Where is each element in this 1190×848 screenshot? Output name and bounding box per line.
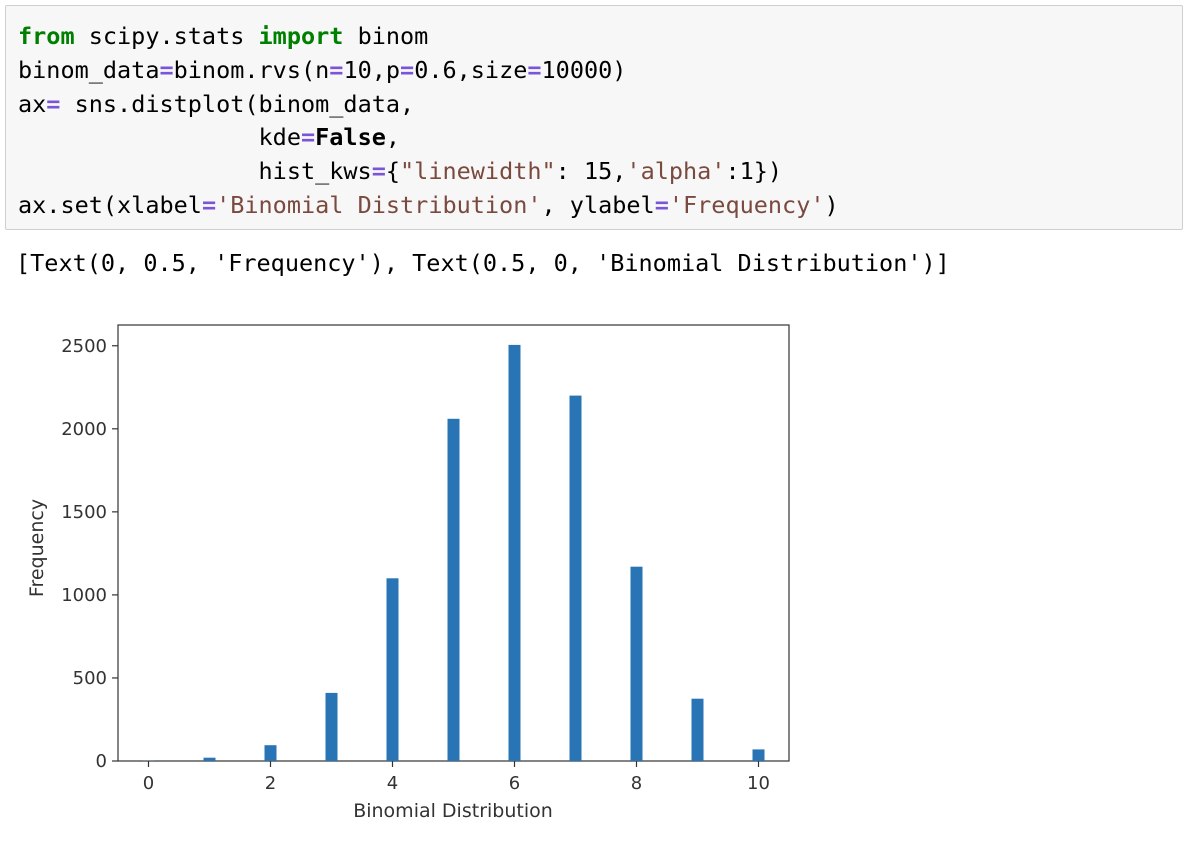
code-token: binom.rvs(n: [173, 55, 330, 84]
code-token: ): [824, 190, 839, 219]
x-tick-label: 2: [265, 773, 276, 794]
code-token: =: [371, 157, 386, 186]
histogram-bar: [203, 757, 216, 761]
code-token: from: [18, 22, 75, 50]
histogram-bar: [325, 692, 338, 761]
x-tick-label: 0: [143, 773, 154, 794]
code-line: from scipy.stats import binom: [18, 20, 839, 54]
histogram-bar: [447, 418, 460, 761]
code-token: :1}): [725, 157, 783, 186]
x-tick-label: 10: [747, 773, 770, 794]
code-cell[interactable]: from scipy.stats import binom binom_data=…: [5, 5, 1183, 230]
code-token: , ylabel: [541, 190, 655, 219]
x-axis-label: Binomial Distribution: [353, 800, 553, 822]
code-token: "linewidth": [400, 157, 556, 186]
code-token: =: [46, 89, 61, 118]
code-token: 10000): [541, 55, 627, 84]
histogram-bar: [630, 566, 643, 761]
y-axis-label: Frequency: [26, 499, 48, 597]
cell-output-text: [Text(0, 0.5, 'Frequency'), Text(0.5, 0,…: [16, 249, 950, 277]
code-token: =: [159, 55, 174, 84]
code-token: kde: [18, 123, 301, 152]
code-line: hist_kws={"linewidth": 15,'alpha':1}): [18, 155, 839, 189]
code-token: =: [329, 55, 344, 84]
histogram-bar: [264, 745, 277, 761]
code-line: ax.set(xlabel='Binomial Distribution', y…: [18, 189, 839, 223]
code-token: scipy.stats: [74, 22, 259, 50]
code-token: import: [258, 22, 344, 50]
code-token: =: [201, 190, 217, 219]
code-editor[interactable]: from scipy.stats import binom binom_data=…: [18, 20, 839, 223]
histogram-bar: [386, 578, 399, 761]
y-tick-label: 1500: [61, 502, 107, 523]
histogram-chart: 0 500 1000 1500 2000 2500 0 2 4 6 8 10 Binomial Di…: [26, 324, 790, 822]
code-token: hist_kws: [18, 157, 372, 186]
histogram-bar: [508, 344, 521, 761]
bars: [142, 344, 765, 761]
y-axis-ticks: 0 500 1000 1500 2000 2500: [61, 336, 118, 772]
code-token: 10,p: [343, 55, 401, 84]
y-tick-label: 500: [73, 668, 107, 689]
code-token: {: [385, 157, 401, 186]
y-tick-label: 2000: [61, 419, 107, 440]
code-token: 'alpha': [626, 157, 726, 186]
code-line: ax= sns.distplot(binom_data,: [18, 88, 839, 122]
code-token: =: [400, 55, 415, 84]
code-token: ,: [385, 123, 401, 152]
code-token: binom_data: [18, 55, 160, 84]
x-tick-label: 4: [387, 773, 398, 794]
histogram-bar: [569, 395, 582, 761]
y-tick-label: 0: [96, 751, 107, 772]
code-line: kde=False,: [18, 121, 839, 155]
code-token: =: [300, 123, 316, 152]
histogram-bar: [752, 749, 765, 761]
code-token: : 15,: [555, 157, 627, 186]
code-token: =: [527, 55, 542, 84]
y-tick-label: 1000: [61, 585, 107, 606]
y-tick-label: 2500: [61, 336, 107, 357]
code-line: binom_data=binom.rvs(n=10,p=0.6,size=100…: [18, 54, 839, 88]
code-token: ax.set(xlabel: [18, 190, 202, 219]
x-tick-label: 8: [631, 773, 642, 794]
x-axis-ticks: 0 2 4 6 8 10: [143, 761, 770, 794]
code-token: =: [654, 190, 669, 219]
code-token: binom: [343, 22, 429, 50]
x-tick-label: 6: [509, 773, 520, 794]
code-token: ax: [18, 89, 47, 118]
histogram-bar: [691, 698, 704, 761]
code-token: sns.distplot(binom_data,: [60, 89, 415, 118]
code-token: False: [315, 123, 386, 152]
code-token: 'Binomial Distribution': [216, 190, 542, 219]
code-token: 0.6,size: [414, 55, 528, 84]
code-token: 'Frequency': [668, 190, 825, 219]
